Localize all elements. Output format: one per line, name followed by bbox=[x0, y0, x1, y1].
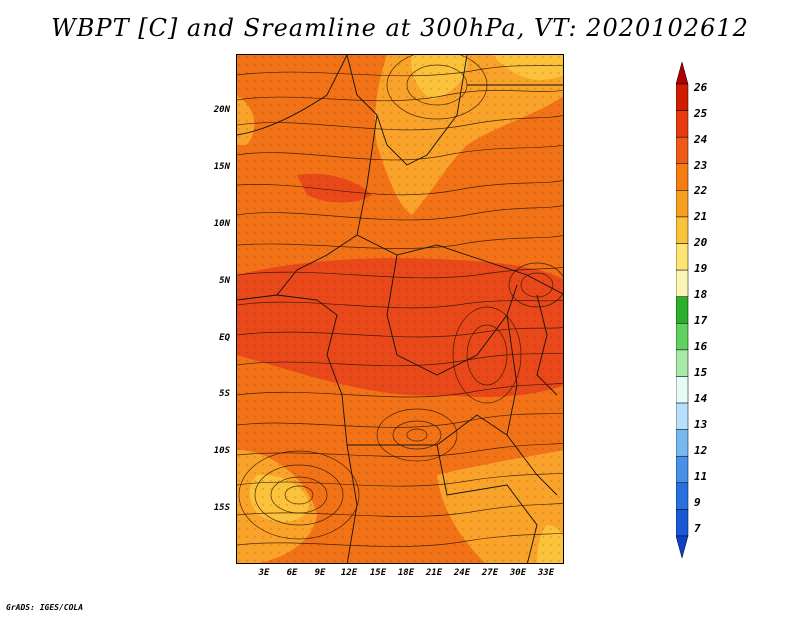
colorbar-label: 22 bbox=[694, 184, 708, 197]
colorbar-segment bbox=[676, 243, 689, 271]
colorbar-segment bbox=[676, 190, 689, 218]
lat-label: 15N bbox=[213, 162, 230, 172]
credit-text: GrADS: IGES/COLA bbox=[6, 603, 84, 612]
colorbar-segment bbox=[676, 62, 689, 85]
lat-label: 5S bbox=[219, 389, 230, 399]
colorbar-label: 13 bbox=[694, 418, 708, 431]
lon-label: 21E bbox=[425, 568, 443, 578]
colorbar-segment bbox=[676, 269, 689, 297]
colorbar-label: 16 bbox=[694, 340, 708, 353]
lat-label: EQ bbox=[219, 333, 230, 343]
colorbar-segment bbox=[676, 455, 689, 484]
colorbar-label: 14 bbox=[694, 392, 708, 405]
color-bar bbox=[676, 62, 689, 558]
lat-label: 5N bbox=[219, 276, 230, 286]
colorbar-label: 17 bbox=[694, 314, 708, 327]
colorbar-segment bbox=[676, 349, 689, 377]
colorbar-label: 9 bbox=[694, 496, 701, 509]
colorbar-label: 11 bbox=[694, 470, 708, 483]
colorbar-segment bbox=[676, 429, 689, 457]
colorbar-segment bbox=[676, 163, 689, 191]
colorbar-segment bbox=[676, 376, 689, 404]
colorbar-label: 25 bbox=[694, 107, 708, 120]
colorbar-segment bbox=[676, 402, 689, 430]
colorbar-segment bbox=[676, 110, 689, 138]
colorbar-label: 21 bbox=[694, 210, 708, 223]
colorbar-segment bbox=[676, 296, 689, 324]
colorbar-segment bbox=[676, 83, 689, 111]
lat-label: 10S bbox=[213, 446, 230, 456]
colorbar-label: 12 bbox=[694, 444, 708, 457]
map-title: WBPT [C] and Sreamline at 300hPa, VT: 20… bbox=[51, 14, 749, 42]
lon-label: 3E bbox=[258, 568, 270, 578]
colorbar-segment bbox=[676, 509, 689, 537]
colorbar-label: 7 bbox=[694, 522, 701, 535]
colorbar-label: 23 bbox=[694, 159, 708, 172]
colorbar-segment bbox=[676, 482, 689, 510]
colorbar-label: 24 bbox=[694, 133, 708, 146]
map-area bbox=[236, 54, 564, 564]
colorbar-segment bbox=[676, 323, 689, 351]
lon-label: 12E bbox=[340, 568, 358, 578]
colorbar-label: 20 bbox=[694, 236, 708, 249]
lon-label: 30E bbox=[509, 568, 527, 578]
colorbar-segment bbox=[676, 535, 689, 558]
colorbar-segment bbox=[676, 136, 689, 165]
lat-label: 15S bbox=[213, 503, 230, 513]
lon-label: 33E bbox=[537, 568, 555, 578]
colorbar-label: 18 bbox=[694, 288, 708, 301]
lon-label: 6E bbox=[286, 568, 298, 578]
lat-label: 20N bbox=[213, 105, 230, 115]
lon-label: 24E bbox=[453, 568, 471, 578]
colorbar-label: 26 bbox=[694, 81, 708, 94]
lon-label: 18E bbox=[397, 568, 415, 578]
lon-label: 27E bbox=[481, 568, 499, 578]
colorbar-label: 19 bbox=[694, 262, 708, 275]
lon-label: 9E bbox=[314, 568, 326, 578]
lat-label: 10N bbox=[213, 219, 230, 229]
lon-label: 15E bbox=[369, 568, 387, 578]
colorbar-segment bbox=[676, 216, 689, 244]
wbpt-field bbox=[237, 55, 563, 563]
colorbar-label: 15 bbox=[694, 366, 708, 379]
